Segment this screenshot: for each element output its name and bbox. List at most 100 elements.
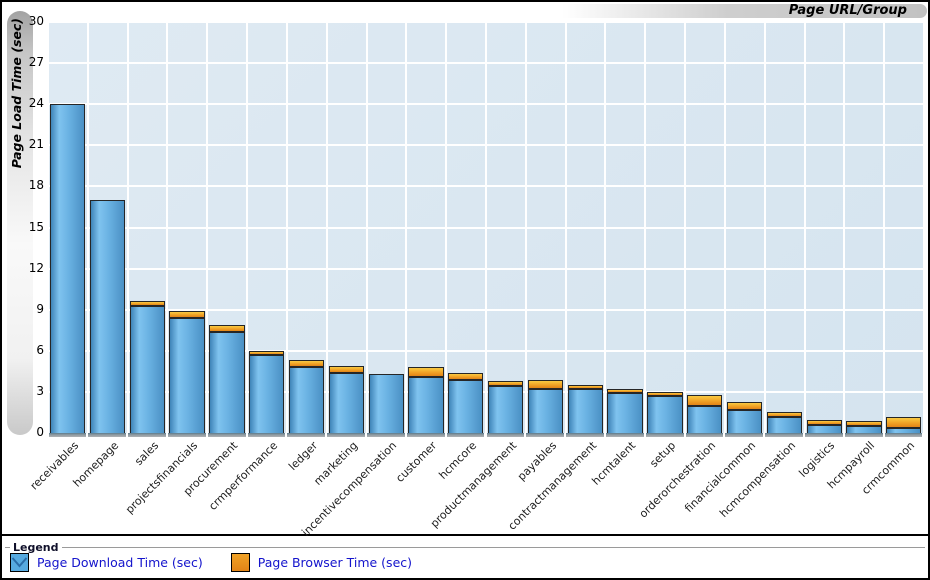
gridline-vertical (285, 22, 288, 433)
legend-label: Page Browser Time (sec) (257, 555, 413, 570)
bar-browser-crmcommon[interactable] (886, 416, 922, 428)
bar-download-incentivecompensation[interactable] (368, 374, 404, 433)
bar-pedestal (128, 433, 166, 437)
gridline-vertical (883, 22, 886, 433)
gridline-vertical (405, 22, 408, 433)
bar-browser-ledger[interactable] (288, 360, 325, 368)
gridline-vertical (246, 22, 249, 433)
bar-download-financialcommon[interactable] (726, 409, 763, 433)
bar-browser-crmperformance[interactable] (249, 350, 285, 355)
bar-browser-hcmpayroll[interactable] (846, 421, 882, 427)
bar-download-projectsfinancials[interactable] (169, 317, 205, 433)
bar-browser-setup[interactable] (647, 391, 683, 396)
gridline-vertical (763, 22, 766, 433)
bar-pedestal (446, 433, 485, 437)
gridline-vertical (47, 22, 49, 433)
bar-pedestal (327, 433, 366, 437)
bar-pedestal (884, 433, 923, 437)
bar-browser-payables[interactable] (527, 379, 564, 390)
y-tick-label: 6 (36, 342, 44, 357)
gridline-vertical (564, 22, 567, 433)
bar-download-crmcommon[interactable] (886, 427, 922, 433)
bar-browser-financialcommon[interactable] (726, 402, 763, 410)
bar-download-procurement[interactable] (209, 331, 245, 433)
bar-pedestal (167, 433, 206, 437)
y-tick-label: 24 (28, 96, 44, 111)
bar-download-ledger[interactable] (288, 367, 325, 433)
bar-pedestal (844, 433, 883, 437)
bar-download-hcmcompensation[interactable] (766, 416, 803, 433)
legend-label: Page Download Time (sec) (37, 555, 203, 570)
legend-swatch-download (10, 553, 29, 572)
legend-title: Legend (13, 541, 59, 554)
bar-download-setup[interactable] (647, 396, 683, 433)
gridline-vertical (843, 22, 846, 433)
gridline-vertical (803, 22, 806, 433)
bar-download-crmperformance[interactable] (249, 354, 285, 433)
bar-pedestal (605, 433, 644, 437)
bar-browser-contractmanagement[interactable] (567, 385, 603, 390)
bar-pedestal (486, 433, 525, 437)
bar-pedestal (406, 433, 445, 437)
bar-pedestal (526, 433, 565, 437)
legend-entry-download[interactable]: Page Download Time (sec) (10, 553, 203, 572)
bar-browser-projectsfinancials[interactable] (169, 311, 205, 318)
bar-browser-logistics[interactable] (806, 419, 842, 425)
legend-panel: Legend Page Download Time (sec) Page Brow… (2, 536, 928, 578)
gridline-vertical (206, 22, 209, 433)
y-axis-title-strip (7, 11, 33, 435)
bar-pedestal (645, 433, 684, 437)
bar-pedestal (765, 433, 804, 437)
bar-browser-sales[interactable] (129, 301, 165, 306)
y-tick-label: 27 (28, 55, 44, 70)
gridline-vertical (126, 22, 129, 433)
bar-download-orderorchestration[interactable] (687, 405, 723, 433)
bar-pedestal (685, 433, 724, 437)
gridline-vertical (365, 22, 368, 433)
bar-browser-marketing[interactable] (328, 365, 365, 373)
bar-download-customer[interactable] (408, 376, 444, 433)
x-axis-title-strip (562, 4, 927, 18)
bar-download-homepage[interactable] (89, 200, 126, 433)
bar-download-hcmcore[interactable] (448, 379, 484, 433)
gridline-vertical (445, 22, 448, 433)
y-tick-label: 12 (28, 260, 44, 275)
bar-browser-hcmcore[interactable] (448, 373, 484, 380)
y-tick-label: 3 (36, 383, 44, 398)
legend-rule (5, 547, 10, 548)
gridline-vertical (723, 22, 726, 433)
legend-header: Legend (5, 542, 925, 553)
bar-browser-procurement[interactable] (209, 324, 245, 332)
plot-area (47, 21, 925, 437)
bar-browser-hcmcompensation[interactable] (766, 411, 803, 417)
y-tick-label: 15 (28, 219, 44, 234)
bar-download-sales[interactable] (129, 305, 165, 433)
bar-browser-hcmtalent[interactable] (607, 389, 643, 394)
gridline-vertical (684, 22, 687, 433)
bar-download-payables[interactable] (527, 389, 564, 433)
bar-download-productmanagement[interactable] (488, 386, 524, 433)
bar-pedestal (48, 433, 87, 437)
bar-browser-productmanagement[interactable] (488, 380, 524, 387)
bar-download-hcmpayroll[interactable] (846, 426, 882, 433)
bar-download-logistics[interactable] (806, 424, 842, 433)
bar-download-contractmanagement[interactable] (567, 389, 603, 433)
y-tick-label: 30 (28, 14, 44, 28)
bar-download-receivables[interactable] (50, 104, 86, 433)
gridline-vertical (604, 22, 607, 433)
bar-download-marketing[interactable] (328, 372, 365, 433)
bar-browser-customer[interactable] (408, 367, 444, 377)
y-tick-label: 9 (36, 301, 44, 316)
gridline-vertical (644, 22, 647, 433)
bar-browser-orderorchestration[interactable] (687, 394, 723, 406)
legend-entry-browser[interactable]: Page Browser Time (sec) (230, 553, 413, 572)
chart-panel: Page URL/Group Page Load Time (sec) rece… (2, 2, 928, 539)
y-tick-label: 21 (28, 137, 44, 152)
legend-entries: Page Download Time (sec) Page Browser Tim… (10, 553, 412, 572)
gridline-vertical (524, 22, 527, 433)
gridline-vertical (86, 22, 89, 433)
y-tick-label: 0 (36, 425, 44, 439)
bar-pedestal (287, 433, 326, 437)
bar-download-hcmtalent[interactable] (607, 393, 643, 433)
